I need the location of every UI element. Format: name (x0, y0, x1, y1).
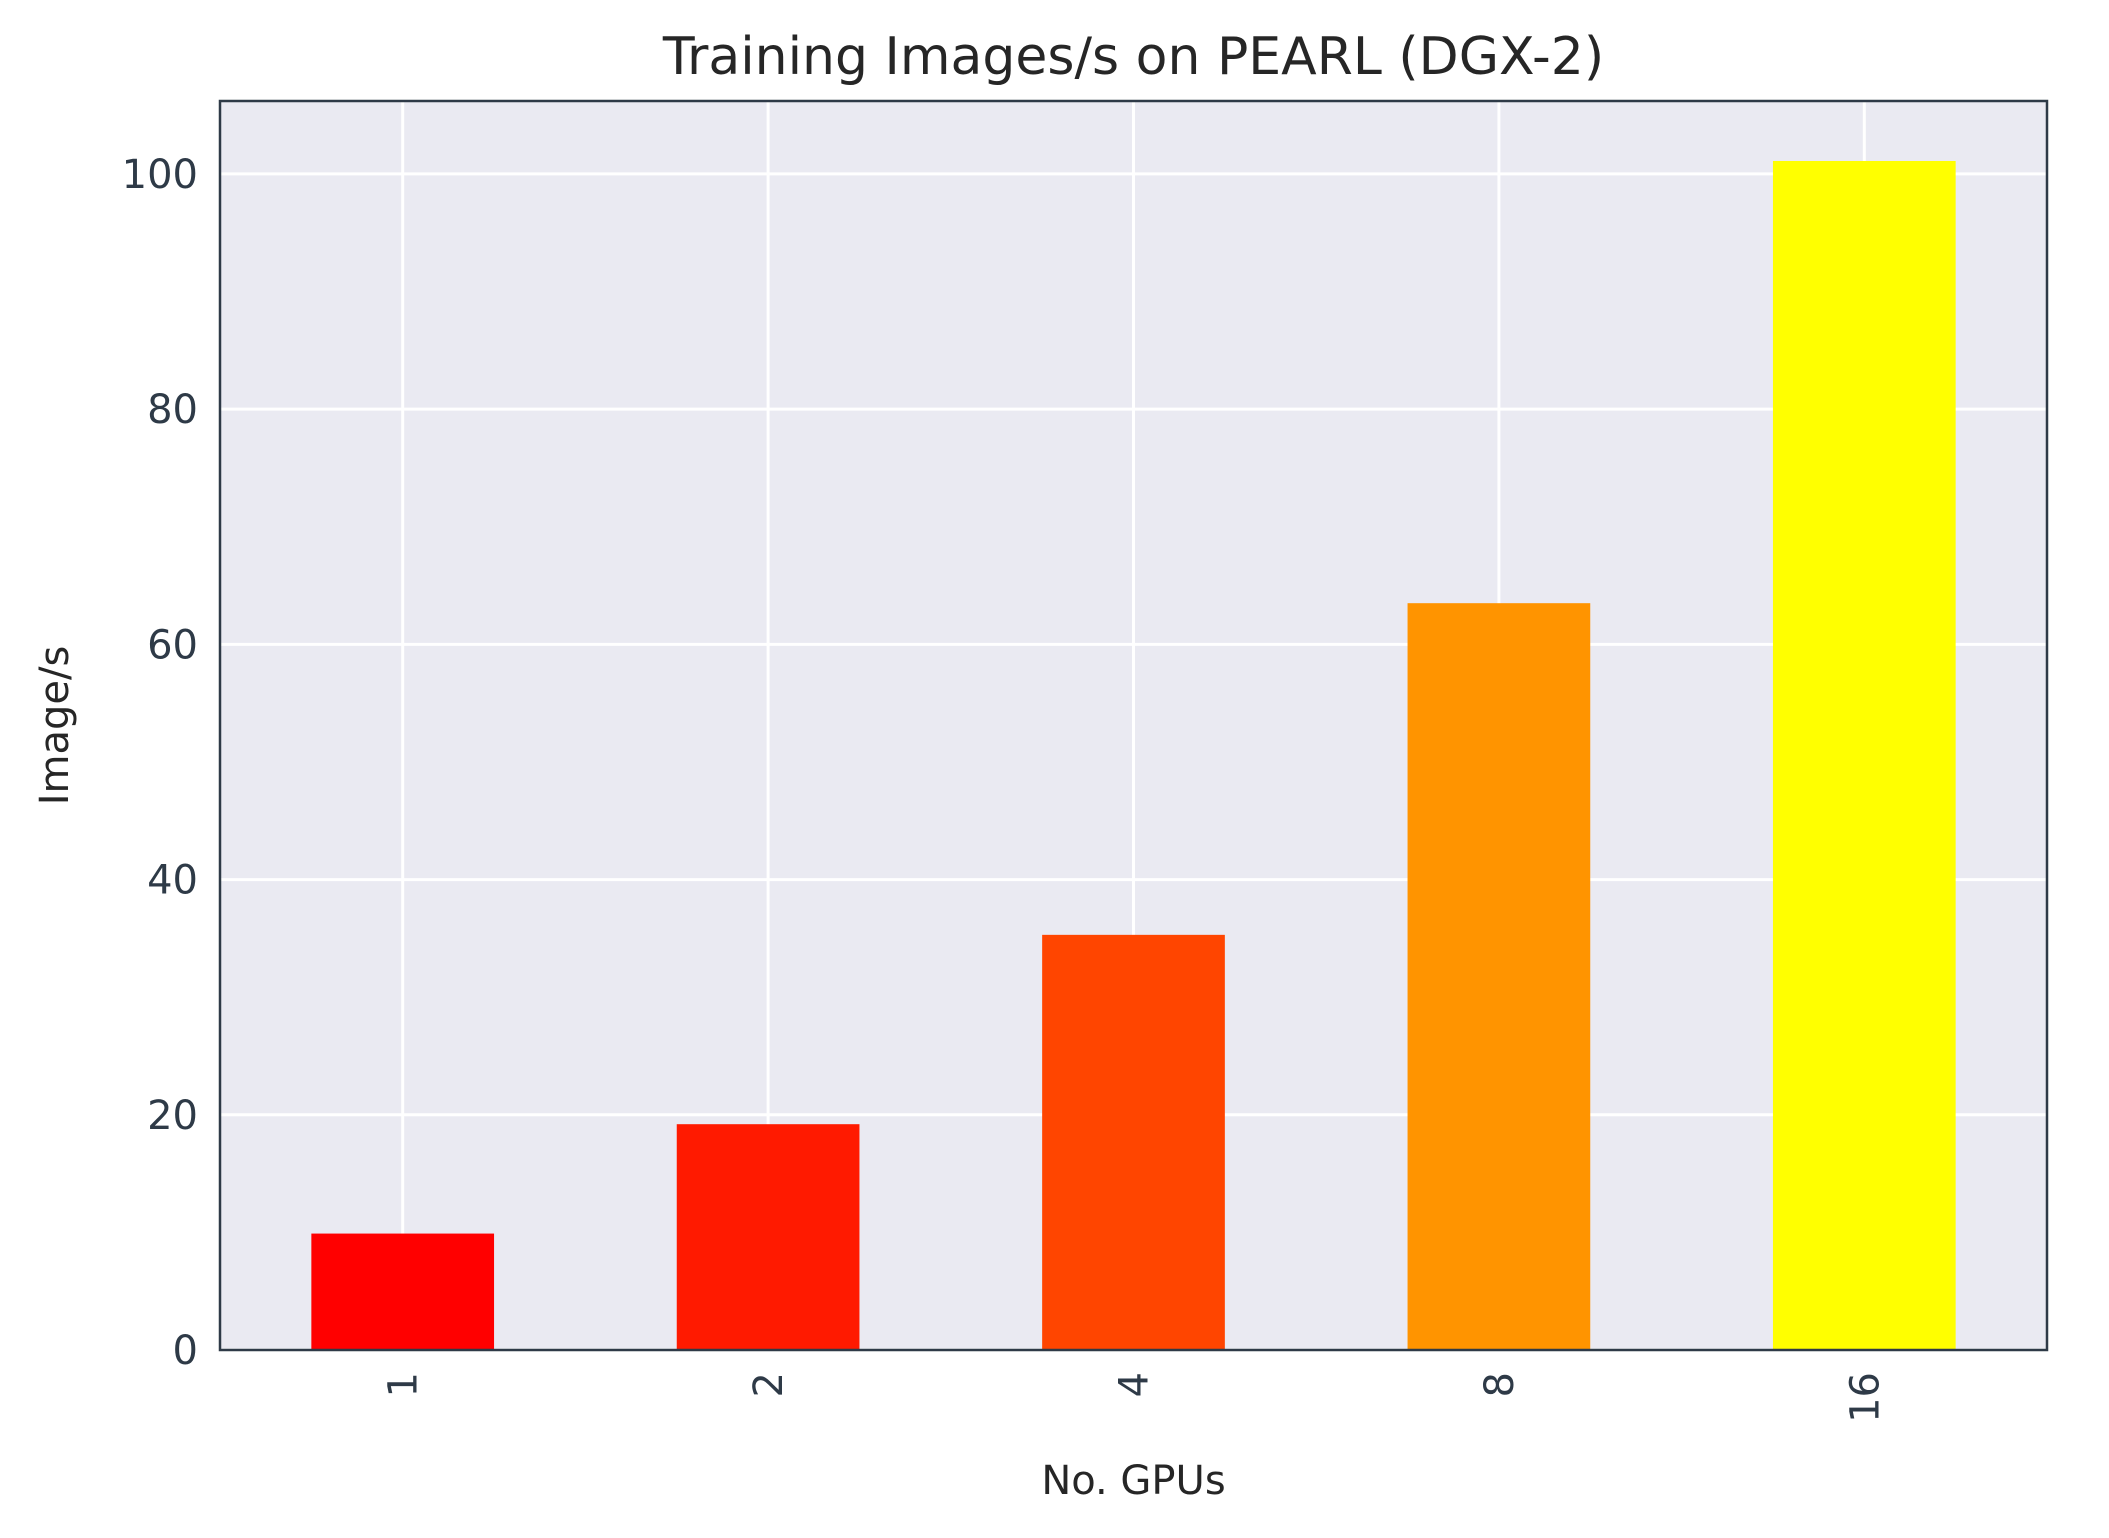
y-tick-label: 0 (173, 1328, 198, 1374)
bar-gpus-16 (1772, 160, 1956, 1350)
bar-gpus-1 (311, 1233, 495, 1350)
y-tick-label: 20 (147, 1093, 198, 1139)
x-tick-label: 2 (746, 1372, 792, 1397)
y-tick-label: 60 (147, 622, 198, 668)
plot-frame (218, 99, 2049, 1352)
y-tick-labels: 0 20 40 60 80 100 (122, 152, 198, 1374)
x-tick-label: 1 (381, 1372, 427, 1397)
x-tick-label: 4 (1112, 1372, 1158, 1397)
y-axis-label: Image/s (32, 646, 78, 806)
bar-gpus-2 (676, 1124, 860, 1350)
chart-title: Training Images/s on PEARL (DGX-2) (662, 27, 1604, 87)
y-tick-label: 80 (147, 387, 198, 433)
y-tick-label: 100 (122, 152, 198, 198)
bars (311, 160, 1956, 1350)
bar-gpus-4 (1042, 934, 1225, 1350)
x-tick-labels: 1 2 4 8 16 (381, 1372, 1889, 1423)
bar-gpus-8 (1407, 603, 1591, 1350)
x-axis-label: No. GPUs (1041, 1458, 1225, 1504)
x-tick-label: 16 (1842, 1372, 1888, 1423)
y-tick-label: 40 (147, 858, 198, 904)
x-tick-label: 8 (1477, 1372, 1523, 1397)
